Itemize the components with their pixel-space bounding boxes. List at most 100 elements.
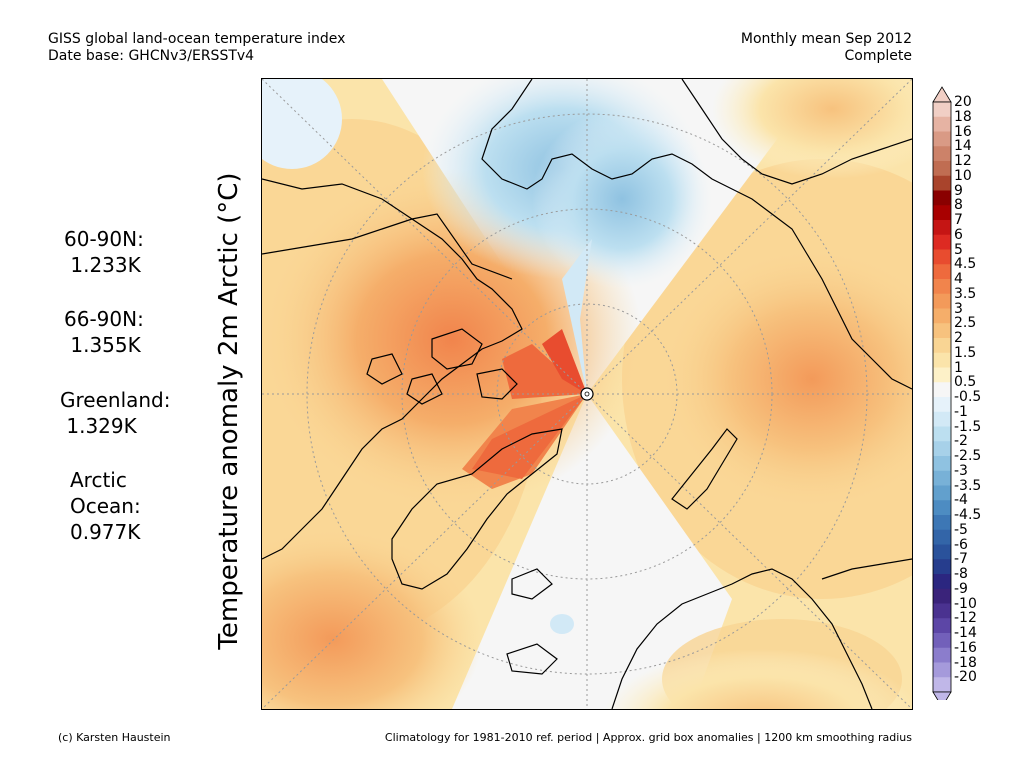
kola-coast	[821, 558, 912, 580]
greenland-coast	[391, 428, 563, 590]
colorbar-label: 14	[954, 138, 972, 155]
colorbar-label: -8	[954, 566, 968, 582]
scandinavia-coast	[611, 568, 873, 709]
colorbar-label: -0.5	[954, 389, 982, 405]
alaska-coast	[681, 79, 912, 185]
colorbar-swatch	[933, 220, 951, 236]
colorbar-swatch	[933, 485, 951, 501]
colorbar-swatch	[933, 161, 951, 177]
colorbar-label: 4	[954, 271, 963, 287]
colorbar-swatch	[933, 323, 951, 339]
colorbar-label: -10	[954, 595, 977, 612]
colorbar-swatch	[933, 529, 951, 545]
colorbar-swatch	[933, 205, 951, 221]
colorbar-label: 8	[954, 197, 963, 214]
colorbar-label: -1	[954, 403, 968, 420]
colorbar-swatch	[933, 618, 951, 634]
colorbar-swatch	[933, 441, 951, 457]
colorbar-swatch	[933, 116, 951, 132]
colorbar-label: -4.5	[954, 507, 982, 523]
colorbar-label: -16	[954, 639, 977, 656]
colorbar-label: -20	[954, 669, 977, 686]
colorbar-swatch	[933, 662, 951, 678]
colorbar-swatch	[933, 574, 951, 590]
colorbar-label: 20	[954, 94, 972, 110]
colorbar-label: 0.5	[954, 374, 977, 391]
colorbar-bottom-arrow	[932, 691, 952, 700]
colorbar-label: 2	[954, 330, 963, 346]
colorbar-label: -3.5	[954, 477, 982, 494]
colorbar-label: -7	[954, 551, 968, 568]
colorbar-label: 3.5	[954, 285, 977, 302]
iceland	[506, 643, 558, 675]
colorbar-label: 5	[954, 241, 963, 258]
colorbar-swatch	[933, 677, 951, 693]
colorbar	[932, 86, 952, 700]
period-line-2: Complete	[844, 48, 912, 64]
anomaly-field	[262, 79, 912, 709]
colorbar-swatch	[933, 146, 951, 162]
colorbar-label: -9	[954, 580, 968, 597]
colorbar-label: 7	[954, 212, 963, 228]
colorbar-label: -6	[954, 536, 968, 553]
colorbar-swatch	[933, 411, 951, 427]
colorbar-label: 9	[954, 182, 963, 199]
colorbar-label: -18	[954, 654, 977, 671]
colorbar-swatch	[933, 367, 951, 383]
colorbar-swatch	[933, 588, 951, 604]
colorbar-label: -1.5	[954, 418, 982, 435]
colorbar-top-arrow	[932, 86, 952, 103]
stat-label: Greenland:	[60, 388, 171, 412]
colorbar-label: 6	[954, 226, 963, 243]
stat-value: 1.329K	[60, 414, 137, 438]
colorbar-swatch	[933, 175, 951, 191]
colorbar-swatch	[933, 397, 951, 413]
siberia-coast	[481, 79, 912, 390]
colorbar-swatch	[933, 234, 951, 250]
colorbar-label: 18	[954, 108, 972, 125]
colorbar-label: 16	[954, 123, 972, 140]
canada-coast	[262, 178, 523, 560]
colorbar-label: 1	[954, 359, 963, 376]
colorbar-swatch	[933, 293, 951, 309]
colorbar-swatch	[933, 456, 951, 472]
colorbar-label: -2.5	[954, 448, 982, 464]
colorbar-swatch	[933, 352, 951, 368]
colorbar-swatch	[933, 382, 951, 398]
colorbar-swatch	[933, 264, 951, 280]
colorbar-label: 2.5	[954, 315, 977, 332]
colorbar-swatch	[933, 603, 951, 619]
colorbar-label: -3	[954, 462, 968, 479]
title-line-2: Date base: GHCNv3/ERSSTv4	[48, 48, 255, 64]
stat-label: Arctic	[70, 468, 127, 492]
arctic-islands	[366, 328, 518, 405]
stat-value: 0.977K	[70, 520, 141, 544]
colorbar-label: 3	[954, 300, 963, 317]
stat-label: 60-90N:	[64, 227, 144, 251]
colorbar-label: 10	[954, 167, 972, 184]
colorbar-swatch	[933, 131, 951, 147]
north-america-west	[262, 213, 513, 280]
colorbar-label: -12	[954, 610, 977, 627]
svalbard	[511, 568, 553, 600]
stat-60-90n: 60-90N: 1.233K	[64, 226, 144, 278]
colorbar-label: 4.5	[954, 256, 977, 273]
colorbar-label: 12	[954, 153, 972, 169]
colorbar-swatch	[933, 500, 951, 516]
colorbar-swatch	[933, 338, 951, 354]
title-line-1: GISS global land-ocean temperature index	[48, 31, 346, 47]
credit-text: (c) Karsten Haustein	[58, 731, 171, 744]
colorbar-label: -5	[954, 521, 968, 538]
colorbar-swatch	[933, 308, 951, 324]
stat-value: 1.233K	[64, 253, 141, 277]
colorbar-swatch	[933, 647, 951, 663]
colorbar-label: -2	[954, 433, 968, 450]
stat-label: 66-90N:	[64, 307, 144, 331]
stat-66-90n: 66-90N: 1.355K	[64, 306, 144, 358]
colorbar-swatch	[933, 426, 951, 442]
footnote-text: Climatology for 1981-2010 ref. period | …	[384, 731, 912, 744]
novaya-zemlya	[671, 428, 738, 510]
axis-label: Temperature anomaly 2m Arctic (°C)	[214, 172, 244, 650]
stat-value: 1.355K	[64, 333, 141, 357]
stat-label: Ocean:	[70, 494, 141, 518]
